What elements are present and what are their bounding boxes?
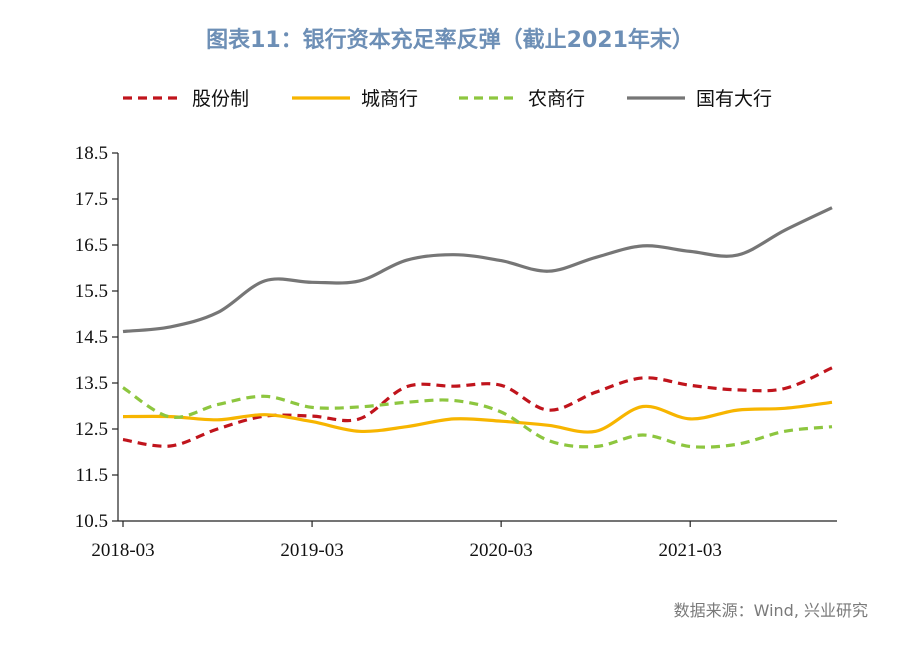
y-tick-label: 14.5: [75, 327, 108, 348]
series-line-2: [122, 386, 833, 449]
y-tick-label: 13.5: [75, 373, 108, 394]
y-tick-label: 12.5: [75, 419, 108, 440]
chart-title: 图表11：银行资本充足率反弹（截止2021年末）: [206, 27, 694, 53]
y-tick-label: 18.5: [75, 143, 108, 164]
legend: 股份制 城商行 农商行 国有大行: [123, 88, 772, 110]
source-note: 数据来源：Wind, 兴业研究: [674, 601, 868, 620]
series-line-0: [122, 366, 833, 448]
series-line-1: [122, 400, 833, 434]
x-tick-label: 2018-03: [91, 540, 154, 561]
y-tick-label: 15.5: [75, 281, 108, 302]
legend-label-3: 国有大行: [696, 88, 772, 110]
y-tick-label: 16.5: [75, 235, 108, 256]
axes: 10.5 11.5 12.5 13.5 14.5 15.5 16.5 17.5 18.5 2018…: [75, 143, 837, 561]
x-tick-label: 2021-03: [659, 540, 722, 561]
y-tick-label: 10.5: [75, 511, 108, 532]
y-tick-label: 17.5: [75, 189, 108, 210]
x-tick-label: 2020-03: [469, 540, 532, 561]
legend-label-2: 农商行: [528, 88, 585, 110]
y-tick-label: 11.5: [75, 465, 108, 486]
x-tick-label: 2019-03: [280, 540, 343, 561]
legend-label-0: 股份制: [192, 88, 249, 110]
series-lines: [122, 206, 833, 449]
series-line-3: [122, 206, 833, 334]
legend-label-1: 城商行: [361, 88, 418, 110]
